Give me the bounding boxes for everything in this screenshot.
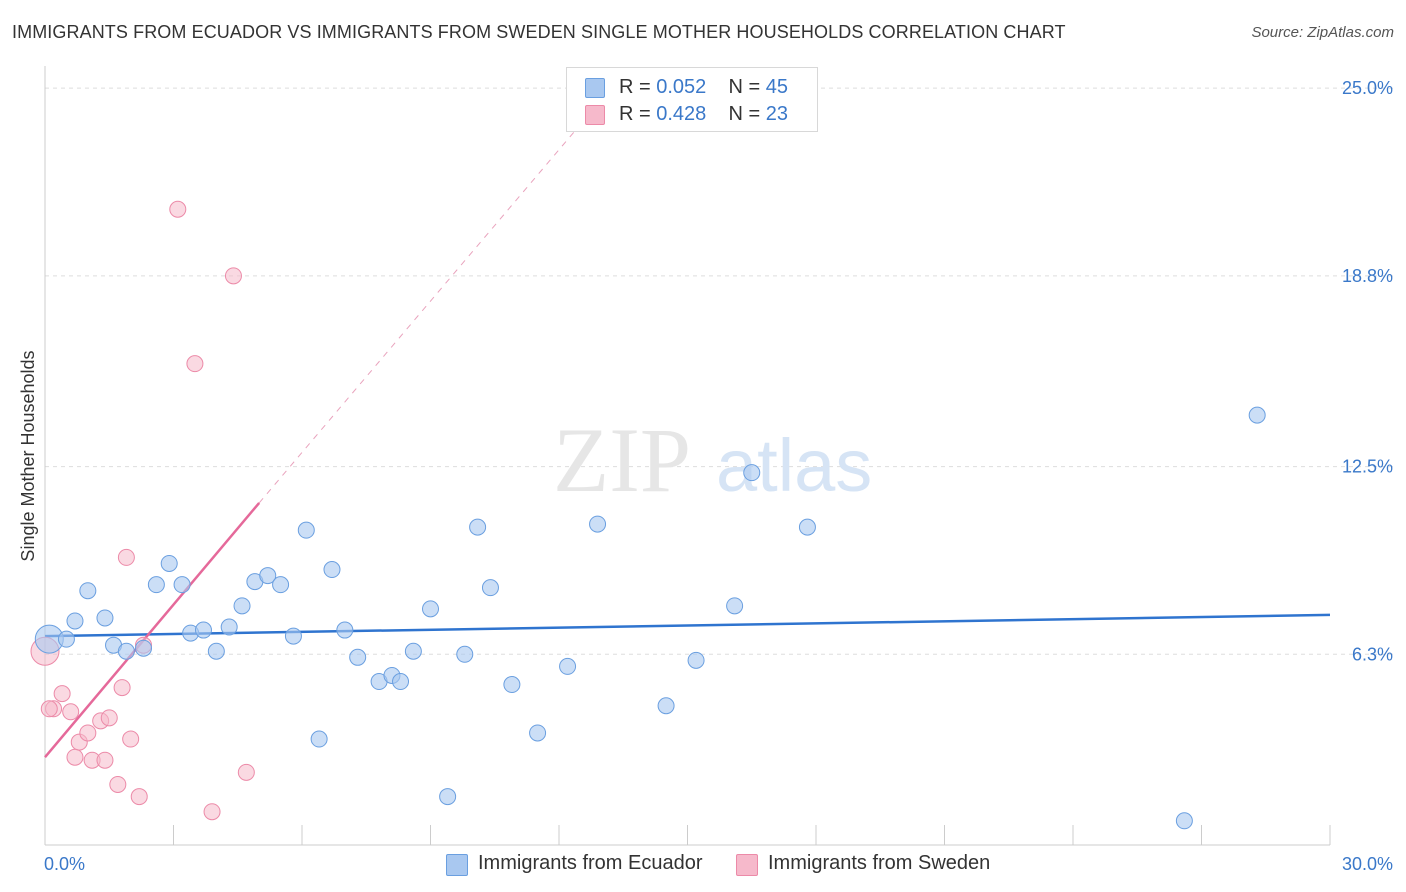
legend-ecuador-n-value: 45 xyxy=(765,76,789,98)
legend-ecuador-text: R = 0.052 N = 45 xyxy=(619,76,788,99)
ecuador-point xyxy=(173,576,191,594)
ecuador-point xyxy=(726,597,744,615)
y-tick-labels: 6.3% 12.5% 18.8% 25.0% xyxy=(1342,78,1393,664)
ecuador-point xyxy=(272,576,290,594)
sweden-point xyxy=(66,748,84,766)
legend-sweden-n-label: N = xyxy=(728,103,761,125)
ecuador-point xyxy=(392,673,410,691)
ecuador-point xyxy=(404,642,422,660)
ecuador-point xyxy=(349,648,367,666)
ecuador-point xyxy=(657,697,675,715)
y-axis-label: Single Mother Households xyxy=(18,350,38,561)
source-label: Source: ZipAtlas.com xyxy=(1251,24,1394,41)
legend-sweden-text: R = 0.428 N = 23 xyxy=(619,103,788,126)
watermark: ZIP atlas xyxy=(553,409,872,511)
sweden-point xyxy=(130,788,148,806)
ecuador-point xyxy=(481,579,499,597)
sweden-point xyxy=(237,763,255,781)
ecuador-trend-line xyxy=(44,613,1331,638)
sweden-point xyxy=(62,703,80,721)
sweden-point xyxy=(117,548,135,566)
ecuador-point xyxy=(220,618,238,636)
ecuador-point xyxy=(284,627,302,645)
ecuador-point xyxy=(259,567,277,585)
ecuador-point xyxy=(456,645,474,663)
ecuador-point xyxy=(160,554,178,572)
sweden-point xyxy=(79,724,97,742)
sweden-points xyxy=(30,200,255,821)
ecuador-point xyxy=(422,600,439,618)
y-tick-label: 12.5% xyxy=(1342,457,1393,477)
ecuador-point xyxy=(66,612,84,630)
chart-title: IMMIGRANTS FROM ECUADOR VS IMMIGRANTS FR… xyxy=(12,22,1066,42)
ecuador-point xyxy=(336,621,354,639)
ecuador-swatch xyxy=(585,78,605,98)
sweden-point xyxy=(53,685,71,703)
ecuador-point xyxy=(297,521,315,539)
ecuador-point xyxy=(96,609,114,627)
sweden-point xyxy=(186,355,204,373)
sweden-point xyxy=(224,267,242,285)
sweden-point xyxy=(100,709,118,727)
bottom-sweden-label: Immigrants from Sweden xyxy=(768,852,991,874)
sweden-trend-line xyxy=(44,502,261,759)
gridlines xyxy=(45,87,1393,655)
ecuador-point xyxy=(135,639,153,657)
ecuador-point xyxy=(207,642,225,660)
watermark-atlas: atlas xyxy=(716,424,872,507)
legend-sweden-n-value: 23 xyxy=(765,103,789,125)
ecuador-point xyxy=(687,651,705,669)
sweden-point xyxy=(203,803,221,821)
legend-sweden-r-value: 0.428 xyxy=(656,103,707,125)
bottom-ecuador-swatch xyxy=(446,854,468,876)
sweden-point xyxy=(109,775,127,793)
sweden-trend-extension xyxy=(258,124,581,504)
sweden-point xyxy=(169,200,187,218)
ecuador-point xyxy=(1248,406,1266,424)
ecuador-point xyxy=(57,630,75,648)
ecuador-points xyxy=(34,406,1266,830)
y-tick-label: 25.0% xyxy=(1342,78,1393,98)
legend-ecuador-r-value: 0.052 xyxy=(656,76,707,98)
legend-ecuador-r-label: R = xyxy=(619,76,651,98)
sweden-point xyxy=(96,751,114,769)
sweden-point xyxy=(113,679,131,697)
watermark-zip: ZIP xyxy=(553,409,691,511)
legend-ecuador-n-label: N = xyxy=(728,76,761,98)
axes xyxy=(44,66,1331,846)
ecuador-point xyxy=(233,597,251,615)
sweden-swatch xyxy=(585,105,605,125)
y-tick-label: 6.3% xyxy=(1352,644,1393,664)
ecuador-point xyxy=(439,788,457,806)
bottom-ecuador-label: Immigrants from Ecuador xyxy=(478,852,703,874)
legend-sweden-r-label: R = xyxy=(619,103,651,125)
ecuador-point xyxy=(559,657,577,675)
ecuador-point xyxy=(310,730,328,748)
ecuador-point xyxy=(743,464,761,482)
ecuador-point xyxy=(79,582,97,600)
ecuador-point xyxy=(194,621,212,639)
ecuador-point xyxy=(117,642,135,660)
bottom-sweden-swatch xyxy=(736,854,758,876)
ecuador-point xyxy=(147,576,165,594)
ecuador-point xyxy=(798,518,816,536)
y-tick-label: 18.8% xyxy=(1342,266,1393,286)
trend-lines xyxy=(44,124,1331,759)
x-tick-label-min: 0.0% xyxy=(44,854,85,874)
ecuador-point xyxy=(469,518,487,536)
ecuador-point xyxy=(503,676,521,694)
x-tick-label-max: 30.0% xyxy=(1342,854,1393,874)
sweden-point xyxy=(40,700,58,718)
sweden-point xyxy=(122,730,140,748)
ecuador-point xyxy=(323,561,341,579)
ecuador-point xyxy=(529,724,547,742)
ecuador-point xyxy=(589,515,607,533)
ecuador-point xyxy=(1175,812,1193,830)
correlation-legend: R = 0.052 N = 45 R = 0.428 N = 23 xyxy=(566,67,818,132)
